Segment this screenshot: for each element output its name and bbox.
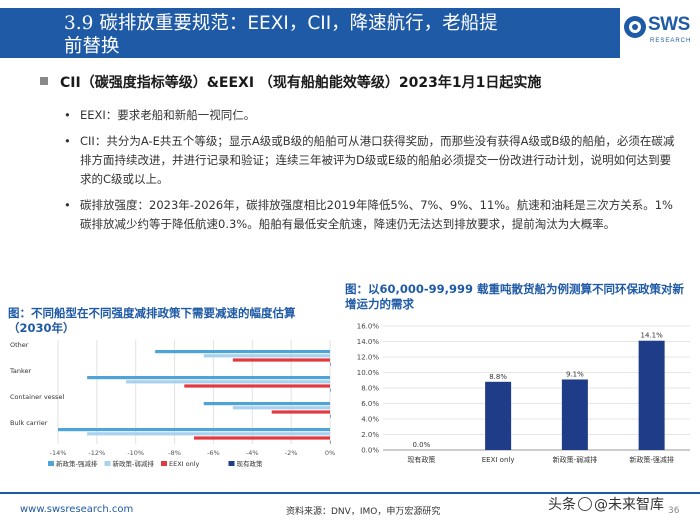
x-tick-label: 0% [325,449,335,457]
legend-label: EEXI only [169,460,200,468]
figure-right: 图：以60,000-99,999 载重吨散货船为例测算不同环保政策对新增运力的需… [345,282,695,480]
legend-swatch [48,461,54,466]
figure-left-title: 图：不同船型在不同强度减排政策下需要减速的幅度估算（2030年） [8,306,296,335]
bar [155,350,330,354]
page-number: 36 [668,506,680,516]
bullet-item: • EEXI：要求老船和新船一视同仁。 [64,106,680,125]
title-text-line2: 前替换 [64,36,120,57]
y-tick-label: 4.0% [361,416,379,424]
legend-label: 新政策-强减排 [56,459,98,468]
bullet-list: • EEXI：要求老船和新船一视同仁。 • CII：共分为A-E共五个等级；显示A级… [64,106,680,241]
bar [330,388,331,392]
sub-heading: CII（碳强度指标等级）&EEXI （现有船舶能效等级）2023年1月1日起实施 [40,72,541,92]
category-label: 现有政策 [407,455,435,464]
bullet-item: • 碳排放强度：2023年-2026年，碳排放强度相比2019年降低5%、7%、9… [64,196,680,234]
bullet-dot: • [64,134,71,148]
legend-swatch [161,461,167,466]
footer-url[interactable]: www.swsresearch.com [20,504,134,515]
bar [184,384,330,388]
y-tick-label: 8.0% [361,385,379,393]
bar [271,410,330,414]
legend-swatch [228,461,235,466]
title-text-line1: 碳排放重要规范：EEXI，CII，降速航行，老船提 [99,13,498,34]
legend-label: 新政策-弱减排 [113,459,155,468]
x-tick-label: -8% [168,449,181,457]
capacity-demand-chart: 0.0% 2.0% 4.0% 6.0% 8.0% 10.0% 12.0% 14.0% 16.0%… [357,323,690,464]
legend-label: 现有政策 [237,459,264,468]
bar [232,406,330,410]
bar [203,402,330,406]
watermark: 头条 @未来智库 [548,494,664,514]
category-label: Other [10,341,29,349]
bar [232,358,330,362]
y-tick-label: 6.0% [361,400,379,408]
data-label: 8.8% [489,373,507,381]
x-tick-label: -12% [88,449,105,457]
figure-right-title: 图：以60,000-99,999 载重吨散货船为例测算不同环保政策对新增运力的需… [345,282,685,311]
data-label: 14.1% [641,332,664,340]
bar [58,428,330,432]
sub-heading-text: CII（碳强度指标等级）&EEXI （现有船舶能效等级）2023年1月1日起实施 [60,75,542,91]
watermark-at: @ [594,497,608,513]
bar [87,376,331,380]
y-tick-label: 10.0% [357,369,380,377]
footer-source: 资料来源：DNV，IMO，申万宏源研究 [286,507,441,517]
bar [561,379,588,450]
bar [638,340,665,450]
bullet-dot: • [64,108,71,122]
figure-left: 图：不同船型在不同强度减排政策下需要减速的幅度估算（2030年） -14% -12… [8,306,338,471]
category-label: Container vessel [10,393,64,401]
title-number: 3.9 [64,13,94,34]
sws-logo-icon [624,16,646,38]
bullet-dot: • [64,198,71,212]
sws-logo: SWS RESEARCH [624,14,694,54]
category-label: 新政策-弱减排 [553,455,598,464]
bar [485,381,512,450]
bar [330,414,331,418]
category-label: EEXI only [482,456,515,464]
logo-subtext: RESEARCH [650,38,692,44]
category-label: Bulk carrier [10,419,48,427]
bar [126,380,330,384]
bullet-item: • CII：共分为A-E共五个等级；显示A级或B级的船舶可从港口获得奖励，而那些没… [64,132,680,189]
bar [87,432,331,436]
bullet-text: CII：共分为A-E共五个等级；显示A级或B级的船舶可从港口获得奖励，而那些没有… [80,134,675,186]
footer-divider [0,492,700,494]
legend-swatch [104,461,111,466]
data-label: 0.0% [412,441,430,449]
x-tick-label: -14% [50,449,67,457]
logo-text: SWS [648,14,690,35]
bar [203,354,330,358]
y-tick-label: 0.0% [361,447,379,455]
square-bullet-icon [40,77,48,85]
x-tick-label: -4% [246,449,259,457]
y-tick-label: 14.0% [357,338,380,346]
y-tick-label: 16.0% [357,323,380,331]
category-label: 新政策-强减排 [629,455,674,464]
bar [194,436,330,440]
x-tick-label: -2% [285,449,298,457]
watermark-prefix: 头条 [548,497,576,513]
watermark-name: 未来智库 [608,497,664,513]
data-label: 9.1% [566,370,584,378]
y-tick-label: 12.0% [357,354,380,362]
watermark-logo-icon [578,497,592,511]
category-label: Tanker [9,367,32,375]
x-tick-label: -10% [127,449,144,457]
speed-reduction-chart: -14% -12% -10% -8% -6% -4% -2% 0% Other Tanker Con… [9,340,335,468]
header: 3.9 碳排放重要规范：EEXI，CII，降速航行，老船提 前替换 SWS RE… [0,0,700,64]
y-tick-label: 2.0% [361,431,379,439]
bullet-text: EEXI：要求老船和新船一视同仁。 [80,108,256,122]
bullet-text: 碳排放强度：2023年-2026年，碳排放强度相比2019年降低5%、7%、9%… [80,198,673,231]
slide-title: 3.9 碳排放重要规范：EEXI，CII，降速航行，老船提 前替换 [0,8,620,58]
bar [330,362,331,366]
bar [330,440,331,444]
x-tick-label: -6% [207,449,220,457]
